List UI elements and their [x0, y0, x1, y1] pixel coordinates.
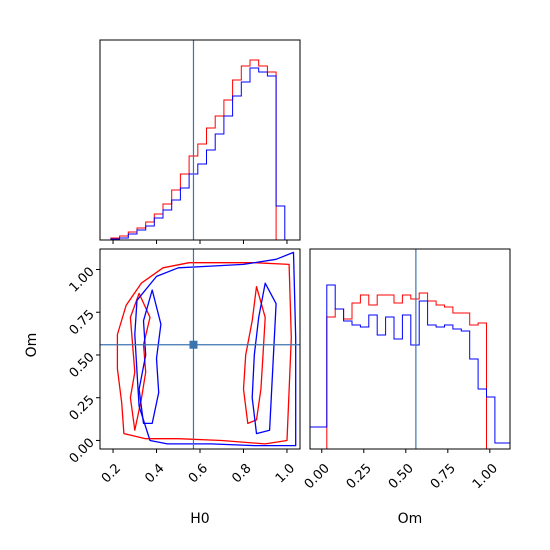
om-x-tick-label: 0.75 [428, 461, 459, 492]
red-om-histogram [310, 292, 510, 449]
red-h0-histogram [110, 59, 294, 241]
h0-om-contour-panel: 0.2 0.4 0.6 0.8 1.0 0.00 0.25 0.50 0.75 1.00 [67, 248, 301, 486]
h0-x-tick-label: 1.0 [273, 461, 298, 486]
truth-marker [189, 340, 198, 349]
red-inner-right-contour [242, 285, 266, 425]
om-y-tick-label: 0.25 [67, 393, 98, 424]
om-marginal-frame [309, 248, 511, 450]
contour-group [116, 251, 297, 447]
om-y-tick-label: 0.75 [67, 307, 98, 338]
om-histogram-group [310, 284, 510, 449]
contour-frame [99, 248, 301, 450]
om-x-tick-label: 0.50 [386, 461, 417, 492]
blue-inner-right-contour [251, 282, 277, 435]
red-outer-contour [116, 262, 292, 445]
blue-inner-left-contour [138, 289, 162, 425]
h0-x-tick-label: 0.6 [186, 461, 211, 486]
om-x-tick-label: 1.00 [470, 461, 501, 492]
red-inner-left-contour [129, 292, 151, 431]
om-y-tick-label: 1.00 [67, 265, 98, 296]
om-x-tick-label: 0.25 [344, 461, 375, 492]
om-y-tick-label: 0.00 [67, 436, 98, 467]
h0-x-tick-label: 0.8 [229, 461, 254, 486]
om-marginal-panel: 0.00 0.25 0.50 0.75 1.00 [302, 248, 511, 492]
blue-om-histogram [310, 284, 510, 449]
om-bottom-axis-label: Om [398, 511, 423, 527]
h0-x-tick-label: 0.2 [99, 461, 124, 486]
blue-h0-histogram [110, 67, 294, 241]
h0-axis-label: H0 [190, 511, 209, 527]
h0-marginal-frame [99, 39, 301, 241]
blue-outer-contour [134, 251, 297, 447]
om-y-tick-label: 0.50 [67, 350, 98, 381]
om-x-tick-label: 0.00 [302, 461, 333, 492]
h0-marginal-panel [99, 39, 301, 244]
om-axis-label: Om [24, 333, 40, 358]
h0-x-tick-label: 0.4 [142, 461, 167, 486]
